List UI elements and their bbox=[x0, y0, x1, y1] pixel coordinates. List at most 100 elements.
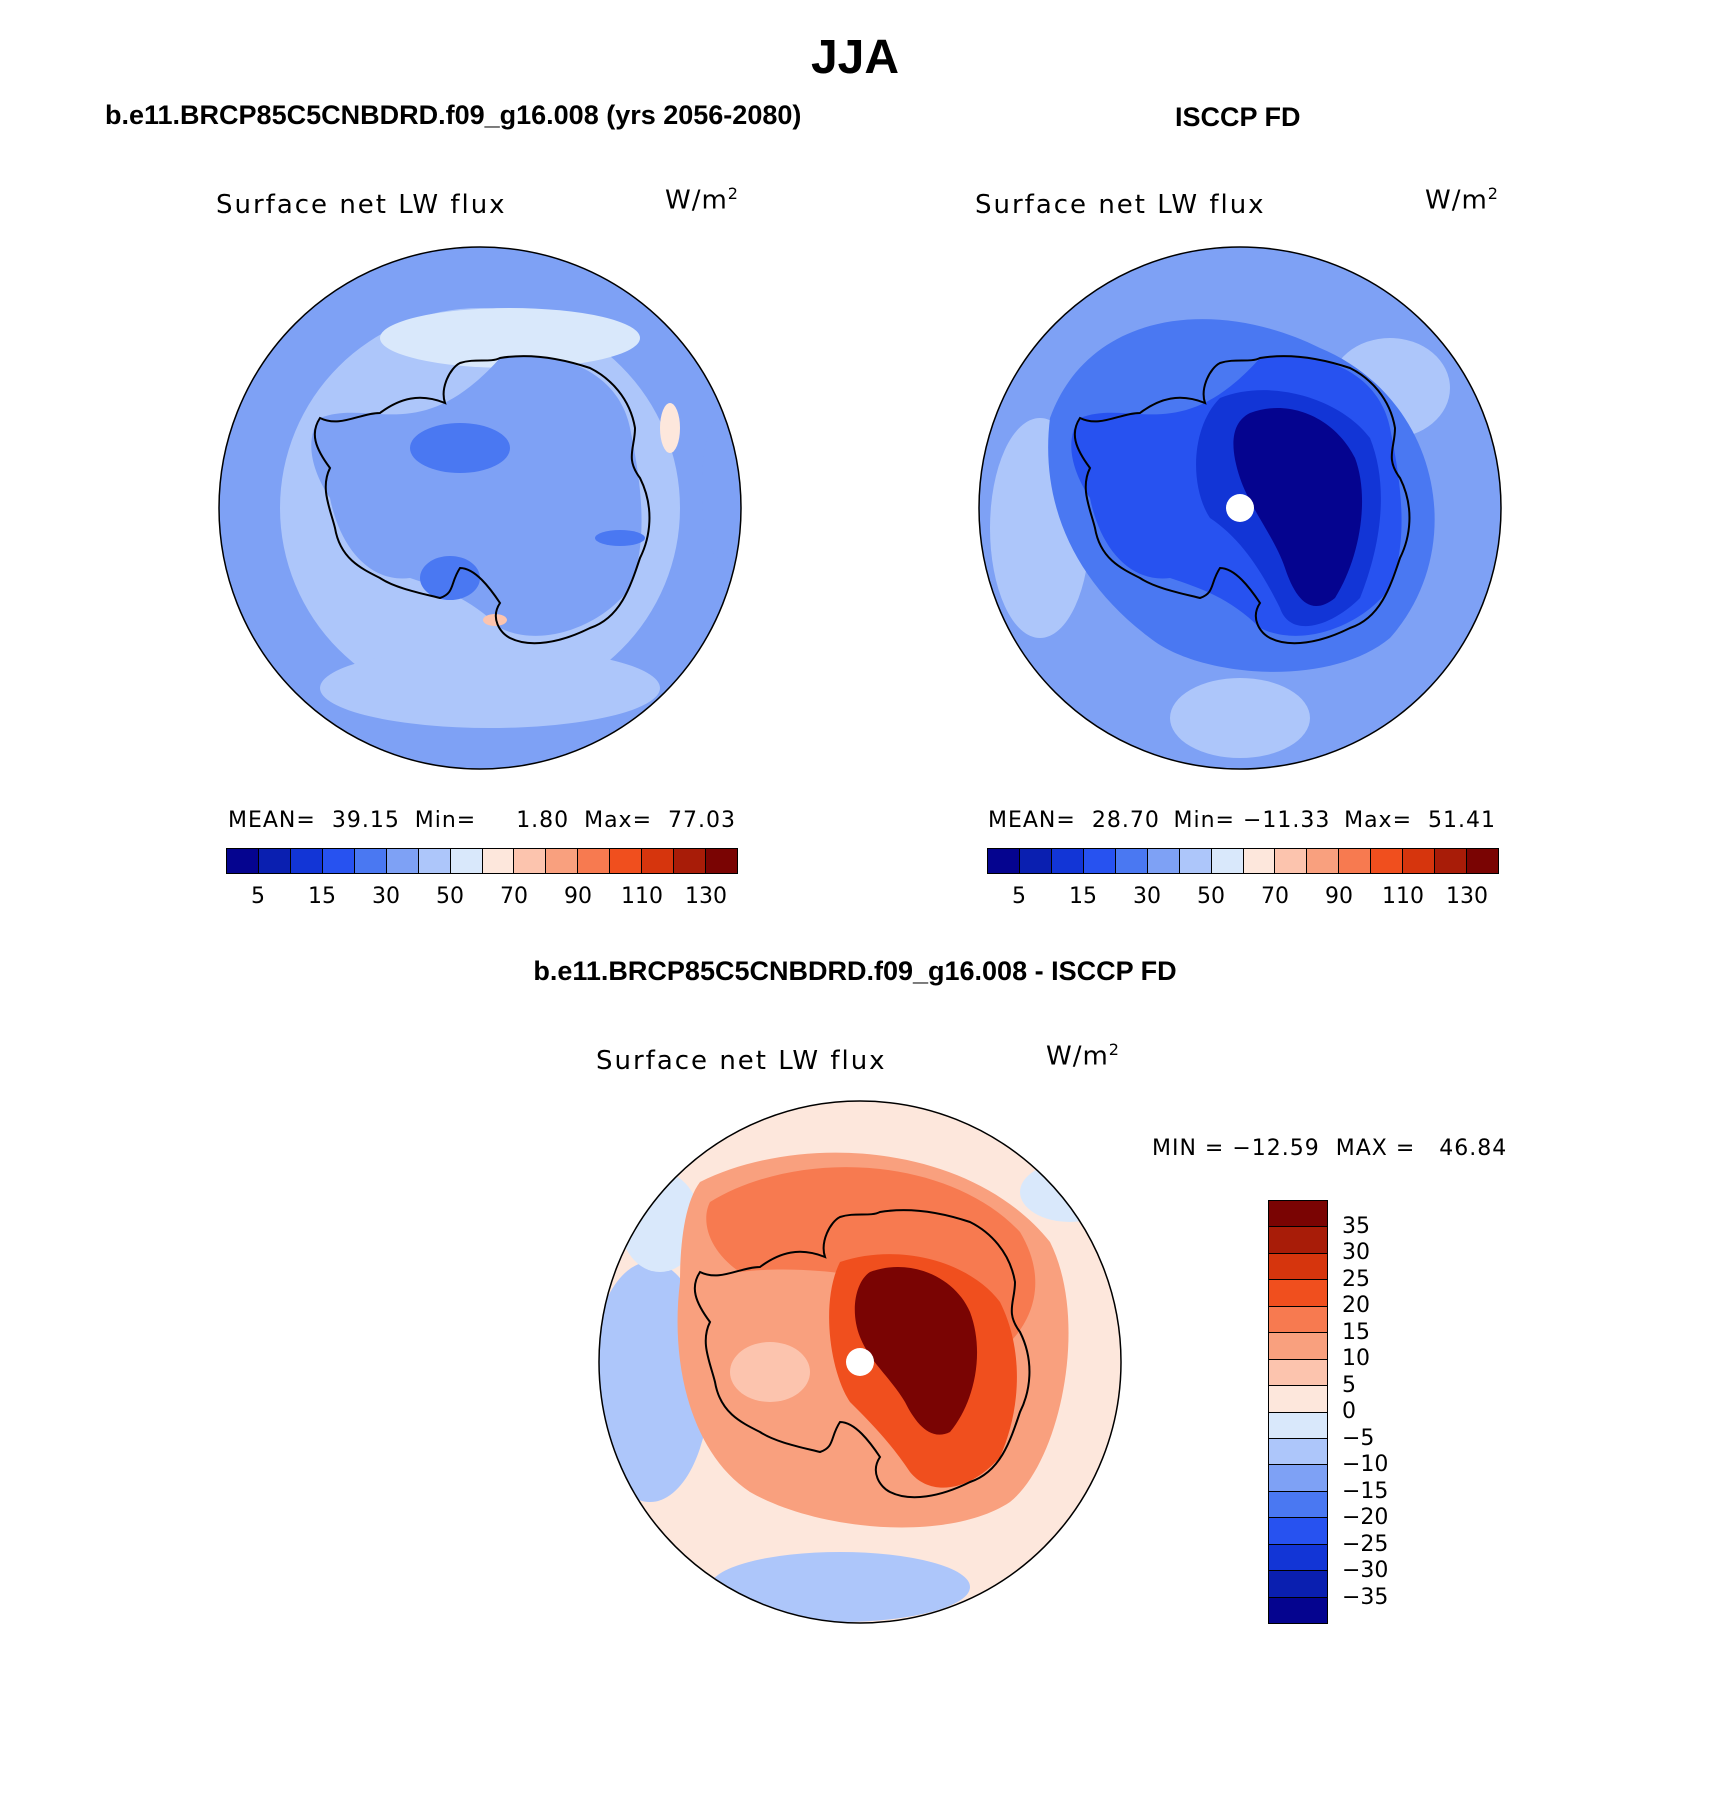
colorbar-tick-label: 70 bbox=[500, 884, 528, 909]
panel-2-mean: MEAN= 28.70 bbox=[988, 808, 1160, 833]
map-border bbox=[978, 246, 1502, 770]
colorbar-swatch bbox=[482, 849, 515, 873]
colorbar-swatch bbox=[1467, 849, 1498, 873]
panel-1-mean: MEAN= 39.15 bbox=[228, 808, 400, 833]
colorbar-swatch bbox=[1269, 1544, 1327, 1572]
colorbar-diff bbox=[1268, 1200, 1328, 1624]
positive-region-4 bbox=[730, 1342, 810, 1402]
diff-panel-var-title: Surface net LW flux bbox=[596, 1046, 887, 1076]
panel-1-heading: b.e11.BRCP85C5CNBDRD.f09_g16.008 (yrs 20… bbox=[105, 100, 802, 130]
colorbar-swatch bbox=[1269, 1518, 1327, 1545]
panel-1-units: W/m2 bbox=[665, 184, 739, 216]
colorbar-swatch bbox=[418, 849, 451, 873]
colorbar-tick-label: 30 bbox=[1133, 884, 1161, 909]
colorbar-swatch bbox=[1269, 1571, 1327, 1598]
diff-panel-units: W/m2 bbox=[1046, 1040, 1120, 1072]
colorbar-swatch bbox=[1269, 1253, 1327, 1281]
colorbar-swatch bbox=[1147, 849, 1180, 873]
diff-panel-minmax: MIN = −12.59 MAX = 46.84 bbox=[1152, 1136, 1508, 1161]
panel-1-stats: MEAN= 39.15 Min= 1.80 Max= 77.03 bbox=[228, 808, 736, 833]
colorbar-swatch bbox=[1179, 849, 1212, 873]
colorbar-tick-label: 25 bbox=[1342, 1266, 1370, 1292]
colorbar-swatch bbox=[290, 849, 323, 873]
colorbar-panel-1-ticks: 5 15 30 50 70 90 110 130 bbox=[226, 884, 738, 914]
colorbar-tick-label: 90 bbox=[1325, 884, 1353, 909]
map-panel-diff bbox=[598, 1100, 1122, 1624]
colorbar-swatch bbox=[706, 849, 737, 873]
panel-2-stats: MEAN= 28.70 Min= −11.33 Max= 51.41 bbox=[988, 808, 1496, 833]
colorbar-panel-2 bbox=[987, 848, 1499, 874]
colorbar-tick-label: 20 bbox=[1342, 1293, 1370, 1318]
panel-1-min: Min= 1.80 bbox=[414, 808, 570, 833]
light-region-3 bbox=[1170, 678, 1310, 758]
colorbar-swatch bbox=[1269, 1306, 1327, 1334]
colorbar-tick-label: 5 bbox=[251, 884, 265, 909]
pole-hole bbox=[846, 1348, 874, 1376]
colorbar-swatch bbox=[1339, 849, 1372, 873]
colorbar-swatch bbox=[642, 849, 675, 873]
map-border bbox=[218, 246, 742, 770]
colorbar-swatch bbox=[1083, 849, 1116, 873]
negative-region-south bbox=[710, 1552, 970, 1622]
colorbar-tick-label: 15 bbox=[1342, 1319, 1370, 1345]
colorbar-tick-label: 110 bbox=[621, 884, 663, 909]
colorbar-swatch bbox=[1403, 849, 1436, 873]
low-flux-region-2 bbox=[420, 556, 480, 600]
coastline bbox=[693, 1209, 1031, 1499]
colorbar-tick-label: −35 bbox=[1342, 1584, 1389, 1610]
colorbar-tick-label: −15 bbox=[1342, 1478, 1389, 1504]
colorbar-swatch bbox=[578, 849, 611, 873]
colorbar-tick-label: −10 bbox=[1342, 1452, 1389, 1477]
colorbar-tick-label: 10 bbox=[1342, 1346, 1370, 1371]
colorbar-swatch bbox=[1269, 1227, 1327, 1254]
colorbar-swatch bbox=[227, 849, 259, 873]
colorbar-swatch bbox=[1275, 849, 1308, 873]
colorbar-swatch bbox=[1435, 849, 1468, 873]
colorbar-swatch bbox=[1019, 849, 1052, 873]
colorbar-tick-label: 0 bbox=[1342, 1399, 1356, 1424]
colorbar-tick-label: 30 bbox=[372, 884, 400, 909]
colorbar-tick-label: 130 bbox=[685, 884, 727, 909]
colorbar-swatch bbox=[386, 849, 419, 873]
coastline bbox=[313, 355, 651, 645]
colorbar-tick-label: 5 bbox=[1012, 884, 1026, 909]
colorbar-panel-2-ticks: 5 15 30 50 70 90 110 130 bbox=[987, 884, 1499, 914]
colorbar-swatch bbox=[354, 849, 387, 873]
colorbar-tick-label: −25 bbox=[1342, 1531, 1389, 1557]
colorbar-swatch bbox=[610, 849, 643, 873]
colorbar-swatch bbox=[1269, 1201, 1327, 1228]
colorbar-tick-label: 15 bbox=[1069, 884, 1097, 909]
colorbar-swatch bbox=[322, 849, 355, 873]
panel-1-max: Max= 77.03 bbox=[584, 808, 736, 833]
colorbar-tick-label: −30 bbox=[1342, 1558, 1389, 1583]
colorbar-swatch bbox=[674, 849, 707, 873]
colorbar-swatch bbox=[450, 849, 483, 873]
map-border bbox=[598, 1100, 1122, 1624]
colorbar-diff-ticks: 35 30 25 20 15 10 5 0 −5 −10 −15 −20 −25 −30 −35 bbox=[1342, 1200, 1402, 1624]
colorbar-tick-label: 50 bbox=[436, 884, 464, 909]
colorbar-swatch bbox=[1269, 1491, 1327, 1519]
pole-hole bbox=[1226, 494, 1254, 522]
warm-spot-1 bbox=[660, 403, 680, 453]
coastline bbox=[1073, 355, 1411, 645]
colorbar-tick-label: 15 bbox=[308, 884, 336, 909]
colorbar-tick-label: 50 bbox=[1197, 884, 1225, 909]
panel-2-max: Max= 51.41 bbox=[1344, 808, 1496, 833]
colorbar-swatch bbox=[1115, 849, 1148, 873]
warm-spot-2 bbox=[483, 614, 507, 626]
panel-2-units: W/m2 bbox=[1425, 184, 1499, 216]
map-panel-2 bbox=[978, 246, 1502, 770]
east-band bbox=[702, 418, 738, 558]
continent-fill bbox=[311, 356, 642, 636]
panel-2-heading: ISCCP FD bbox=[1175, 102, 1301, 132]
panel-2-var-title: Surface net LW flux bbox=[975, 190, 1266, 220]
map-panel-1 bbox=[218, 246, 742, 770]
panel-2-min: Min= −11.33 bbox=[1173, 808, 1331, 833]
colorbar-swatch bbox=[1307, 849, 1340, 873]
colorbar-swatch bbox=[1269, 1465, 1327, 1492]
colorbar-swatch bbox=[1269, 1597, 1327, 1623]
high-flux-band bbox=[380, 308, 640, 368]
diff-panel-heading: b.e11.BRCP85C5CNBDRD.f09_g16.008 - ISCCP… bbox=[533, 956, 1177, 986]
south-band bbox=[320, 648, 660, 728]
colorbar-swatch bbox=[1269, 1333, 1327, 1360]
